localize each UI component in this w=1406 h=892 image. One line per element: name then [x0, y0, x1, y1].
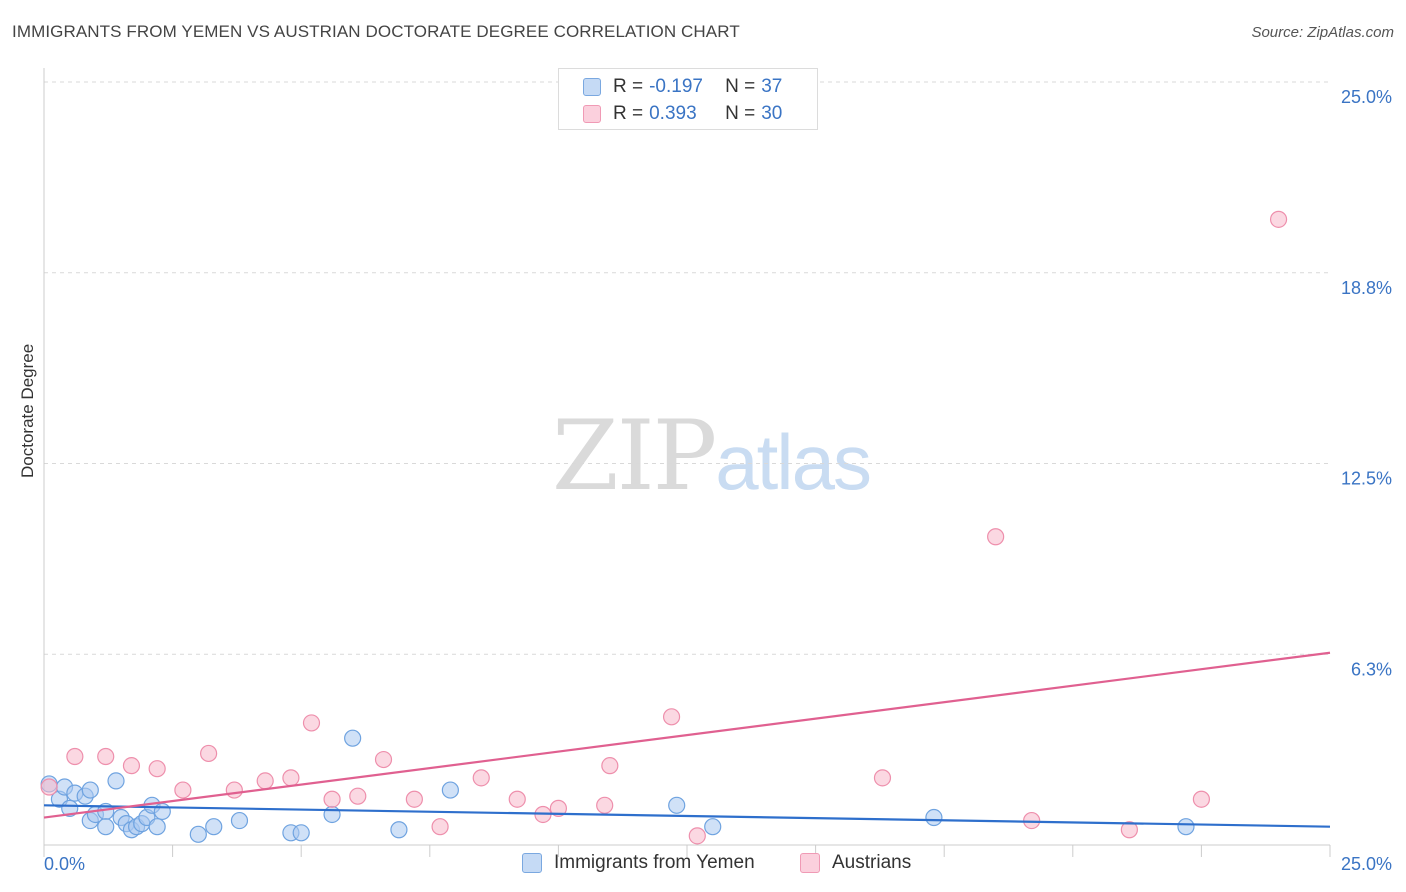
data-point-austrians: [508, 790, 526, 808]
y-tick-label: 12.5%: [1341, 469, 1392, 489]
y-tick-label: 25.0%: [1341, 87, 1392, 107]
data-point-austrians: [596, 796, 614, 814]
data-point-austrians: [1120, 821, 1138, 839]
data-point-austrians: [987, 528, 1005, 546]
legend-n-value: 30: [761, 103, 783, 124]
legend-label-yemen: Immigrants from Yemen: [554, 852, 755, 873]
data-point-austrians: [97, 747, 115, 766]
legend-label-austrians: Austrians: [832, 852, 912, 873]
data-point-yemen: [107, 772, 125, 790]
data-point-austrians: [122, 757, 141, 775]
data-point-austrians: [40, 778, 58, 796]
data-point-austrians: [66, 747, 84, 766]
data-point-yemen: [441, 781, 459, 799]
correlation-legend: R = -0.197 N = 37 R = 0.393 N = 30: [558, 68, 818, 130]
legend-n-value: 37: [761, 76, 783, 97]
legend-n-label: N =: [725, 103, 756, 124]
data-point-yemen: [153, 802, 171, 821]
data-point-austrians: [282, 769, 300, 787]
trend-line-austrians: [43, 651, 1331, 819]
data-point-yemen: [323, 805, 341, 824]
data-point-austrians: [1192, 790, 1211, 808]
x-tick-label: 0.0%: [44, 854, 85, 874]
data-point-austrians: [873, 769, 892, 787]
data-point-austrians: [405, 790, 423, 808]
legend-swatch-austrians: [583, 105, 601, 123]
legend-item-yemen[interactable]: Immigrants from Yemen: [522, 852, 755, 874]
data-point-austrians: [662, 708, 681, 726]
data-point-austrians: [431, 818, 449, 836]
data-point-austrians: [148, 760, 166, 778]
y-tick-label: 18.8%: [1341, 278, 1392, 298]
data-point-yemen: [390, 821, 408, 839]
legend-swatch-yemen: [583, 78, 601, 96]
data-point-austrians: [323, 790, 341, 808]
legend-r-value: 0.393: [649, 103, 697, 124]
y-tick-label: 6.3%: [1351, 659, 1392, 679]
legend-n-label: N =: [725, 76, 756, 97]
data-point-austrians: [601, 757, 619, 775]
data-point-yemen: [148, 818, 166, 836]
legend-row-yemen: R = -0.197 N = 37: [583, 75, 782, 99]
watermark: ZIPatlas: [552, 400, 872, 512]
legend-item-austrians[interactable]: Austrians: [800, 852, 911, 874]
data-point-yemen: [925, 808, 943, 827]
data-point-austrians: [374, 750, 393, 769]
data-point-yemen: [205, 818, 223, 836]
series-legend: Immigrants from Yemen Austrians: [0, 852, 1406, 878]
data-point-yemen: [292, 824, 310, 842]
data-point-yemen: [344, 729, 362, 747]
legend-swatch-yemen: [522, 853, 542, 873]
data-point-austrians: [1269, 210, 1288, 228]
data-point-austrians: [256, 772, 274, 790]
legend-r-label: R =: [613, 103, 644, 124]
data-point-austrians: [549, 799, 568, 817]
data-point-yemen: [230, 811, 249, 830]
data-point-yemen: [704, 818, 722, 836]
data-point-yemen: [668, 796, 686, 814]
source-label: Source: ZipAtlas.com: [1251, 24, 1394, 41]
data-point-austrians: [302, 714, 321, 732]
trend-line-yemen: [43, 804, 1331, 828]
legend-r-value: -0.197: [649, 76, 703, 97]
legend-swatch-austrians: [800, 853, 820, 873]
data-point-yemen: [1177, 818, 1195, 836]
data-point-austrians: [225, 781, 243, 799]
chart-title: IMMIGRANTS FROM YEMEN VS AUSTRIAN DOCTOR…: [12, 22, 740, 41]
data-point-yemen: [189, 825, 207, 843]
data-point-austrians: [472, 769, 490, 787]
x-tick-label: 25.0%: [1341, 854, 1392, 874]
data-point-yemen: [97, 818, 115, 836]
legend-r-label: R =: [613, 76, 644, 97]
data-point-yemen: [61, 799, 79, 817]
data-point-austrians: [200, 744, 218, 763]
data-point-austrians: [174, 781, 192, 799]
data-point-austrians: [688, 827, 706, 845]
legend-row-austrians: R = 0.393 N = 30: [583, 102, 782, 126]
watermark-zip: ZIP: [552, 400, 717, 512]
data-point-austrians: [349, 787, 367, 805]
watermark-atlas: atlas: [715, 418, 872, 506]
data-point-yemen: [81, 781, 99, 799]
